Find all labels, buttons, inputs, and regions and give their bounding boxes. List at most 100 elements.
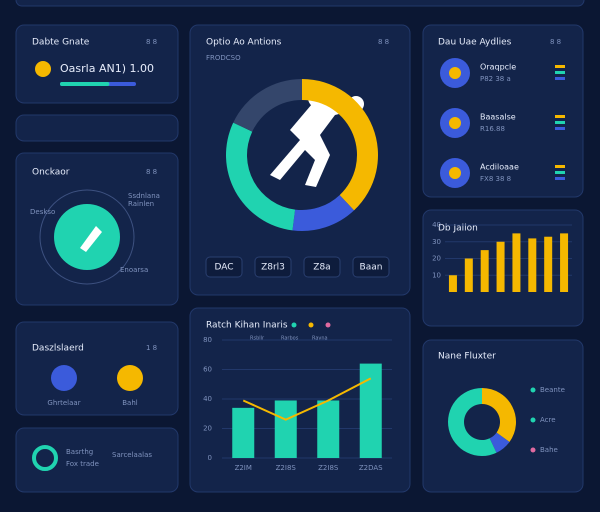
card-code: 8 8 (146, 168, 157, 176)
legend-dot (308, 322, 314, 328)
list-chip (555, 171, 565, 174)
orbit-icon (80, 226, 102, 252)
item-label: Ghrtelaar (47, 399, 80, 407)
bar (528, 238, 537, 292)
tab-label: DAC (214, 263, 233, 273)
y-tick-label: 30 (432, 238, 441, 246)
y-tick-label: 0 (208, 454, 212, 462)
runner-icon (270, 88, 355, 187)
orbit (39, 189, 135, 285)
bar (359, 363, 382, 458)
card-title: Onckaor (32, 168, 70, 178)
bar (448, 275, 457, 292)
panel (15, 321, 179, 416)
donut-segment (226, 122, 296, 231)
panel (15, 427, 179, 493)
card-title: Optio Ao Antions (206, 38, 282, 48)
card-code: 1 8 (146, 344, 157, 352)
tab-button[interactable] (303, 256, 341, 278)
bar (317, 400, 340, 458)
card-code: 8 8 (378, 38, 389, 46)
list-chip (555, 115, 565, 118)
legend-dot (530, 387, 536, 393)
list-chip (555, 121, 565, 124)
x-tick-label: Z2DAS (359, 464, 383, 472)
orbit-label: Enoarsa (120, 266, 148, 274)
list-chip (555, 127, 565, 130)
panel (15, 24, 179, 104)
trend-line (242, 377, 372, 421)
legend-dot (291, 322, 297, 328)
footer-title: Basrthg (66, 448, 93, 456)
legend-label: Ravna (312, 336, 328, 342)
orbit-label: Deskso (30, 208, 55, 216)
list-sub: P82 38 a (480, 75, 511, 83)
legend-dot (325, 322, 331, 328)
card-title: Nane Fluxter (438, 352, 496, 362)
orbit-label: Rainlen (128, 200, 154, 208)
legend-label: Rarbos (281, 336, 299, 342)
card-title: Dabte Gnate (32, 38, 90, 48)
card-title: Dau Uae Aydlies (438, 38, 512, 48)
bar (544, 236, 553, 292)
card-code: 8 8 (146, 38, 157, 46)
list-chip (555, 77, 565, 80)
bar (480, 250, 489, 292)
donut-segment (482, 388, 517, 442)
panel (189, 24, 411, 296)
y-tick-label: 40 (203, 395, 212, 403)
tab-label: Baan (360, 263, 383, 273)
y-tick-label: 80 (203, 336, 212, 344)
card-code: 8 8 (550, 38, 561, 46)
x-tick-label: Z2I8S (276, 464, 297, 472)
card-value: Oasrla AN1) 1.00 (60, 62, 154, 75)
item-label: Bahl (122, 399, 138, 407)
bar (464, 258, 473, 292)
card-title: Ratch Kihan Inaris (206, 321, 288, 331)
bar (496, 241, 505, 292)
panel (15, 114, 179, 142)
footer-tag: Sarcelaalas (112, 451, 152, 459)
top-strip (15, 0, 585, 7)
list-name: Baasalse (480, 113, 516, 122)
list-chip (555, 165, 565, 168)
progress-bar (60, 82, 110, 86)
donut-segment (302, 79, 378, 211)
list-chip (555, 177, 565, 180)
y-tick-label: 20 (432, 255, 441, 263)
list-icon-inner (449, 117, 461, 129)
list-chip (555, 71, 565, 74)
card-subtitle: FRODCSO (206, 54, 241, 62)
tab-label: Z8a (313, 263, 330, 273)
tab-button[interactable] (254, 256, 292, 278)
y-tick-label: 10 (432, 271, 441, 279)
donut-segment (233, 79, 302, 132)
bar (512, 233, 521, 292)
x-tick-label: Z2IM (235, 464, 252, 472)
list-chip (555, 65, 565, 68)
legend-label: Beante (540, 386, 565, 394)
card-title: Daszlslaerd (32, 344, 84, 354)
list-icon-inner (449, 67, 461, 79)
orbit-core (54, 204, 120, 270)
tab-button[interactable] (205, 256, 243, 278)
footer-subtitle: Fox trade (66, 460, 99, 468)
legend-label: Rsbllr (250, 336, 265, 342)
legend-dot (530, 417, 536, 423)
bar (560, 233, 569, 292)
tab-label: Z8rl3 (261, 263, 285, 273)
donut-segment (448, 388, 497, 457)
list-sub: FX8 38 8 (480, 175, 511, 183)
item-icon (51, 365, 77, 391)
legend-dot (530, 447, 536, 453)
card-title: Db Jaiion (438, 224, 478, 234)
x-tick-label: Z2I8S (318, 464, 339, 472)
bar (274, 400, 297, 458)
y-tick-label: 40 (432, 221, 441, 229)
list-name: Acdiloaae (480, 163, 519, 172)
y-tick-label: 60 (203, 366, 212, 374)
tab-button[interactable] (352, 256, 390, 278)
list-name: Oraqpcle (480, 63, 516, 72)
y-tick-label: 20 (203, 425, 212, 433)
